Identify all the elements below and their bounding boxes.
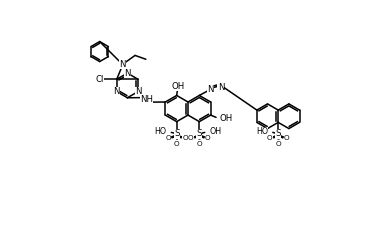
Text: N: N xyxy=(135,87,141,96)
Text: O: O xyxy=(267,135,273,141)
Text: O: O xyxy=(188,135,194,141)
Text: HO: HO xyxy=(155,127,167,136)
Text: OH: OH xyxy=(209,127,221,136)
Text: N: N xyxy=(124,68,131,78)
Text: HO: HO xyxy=(256,127,268,136)
Text: O: O xyxy=(182,135,188,141)
Text: S: S xyxy=(275,130,281,138)
Text: O: O xyxy=(174,141,180,147)
Text: N: N xyxy=(207,85,213,94)
Text: O: O xyxy=(284,135,289,141)
Text: S: S xyxy=(197,130,202,138)
Text: NH: NH xyxy=(140,96,153,104)
Text: N: N xyxy=(218,83,224,92)
Text: O: O xyxy=(197,141,202,147)
Text: S: S xyxy=(174,130,180,138)
Text: O: O xyxy=(165,135,171,141)
Text: Cl: Cl xyxy=(95,75,104,84)
Text: OH: OH xyxy=(220,114,233,123)
Text: O: O xyxy=(205,135,211,141)
Text: N: N xyxy=(119,60,126,69)
Text: O: O xyxy=(275,141,281,147)
Text: N: N xyxy=(114,87,120,96)
Text: OH: OH xyxy=(171,82,185,91)
